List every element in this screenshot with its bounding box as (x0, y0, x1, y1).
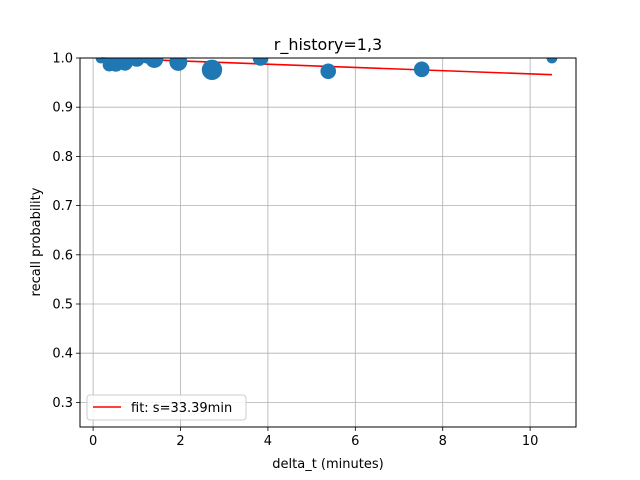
scatter-point (252, 58, 269, 66)
scatter-point (320, 63, 337, 80)
y-tick-label: 0.4 (52, 347, 73, 362)
scatter-point (129, 58, 145, 67)
scatter-point (145, 58, 164, 68)
x-tick-label: 4 (264, 434, 272, 449)
y-tick-label: 0.6 (52, 248, 73, 263)
x-tick-label: 8 (439, 434, 447, 449)
plot-frame (79, 57, 577, 428)
scatter-points (95, 58, 558, 81)
x-axis-ticks: 0 2 4 6 8 10 (89, 427, 538, 449)
scatter-point (413, 61, 430, 78)
x-tick-label: 10 (522, 434, 539, 449)
y-tick-label: 0.7 (52, 199, 73, 214)
legend: fit: s=33.39min (86, 394, 247, 421)
x-axis-title: delta_t (minutes) (272, 457, 383, 472)
y-axis-title: recall probability (29, 187, 44, 296)
y-tick-label: 1.0 (52, 52, 73, 67)
scatter-point (201, 59, 223, 81)
y-tick-label: 0.8 (52, 150, 73, 165)
legend-fit-label: fit: s=33.39min (131, 401, 232, 416)
scatter-point (546, 58, 558, 64)
x-tick-label: 6 (351, 434, 359, 449)
y-axis-ticks: 0.3 0.4 0.5 0.6 0.7 0.8 0.9 1.0 (52, 52, 80, 411)
y-tick-label: 0.3 (52, 396, 73, 411)
y-tick-label: 0.9 (52, 101, 73, 116)
scatter-point (169, 58, 188, 71)
chart-title: r_history=1,3 (274, 35, 382, 55)
legend-box (86, 394, 247, 421)
x-tick-label: 2 (176, 434, 184, 449)
x-tick-label: 0 (89, 434, 97, 449)
y-tick-label: 0.5 (52, 298, 73, 313)
